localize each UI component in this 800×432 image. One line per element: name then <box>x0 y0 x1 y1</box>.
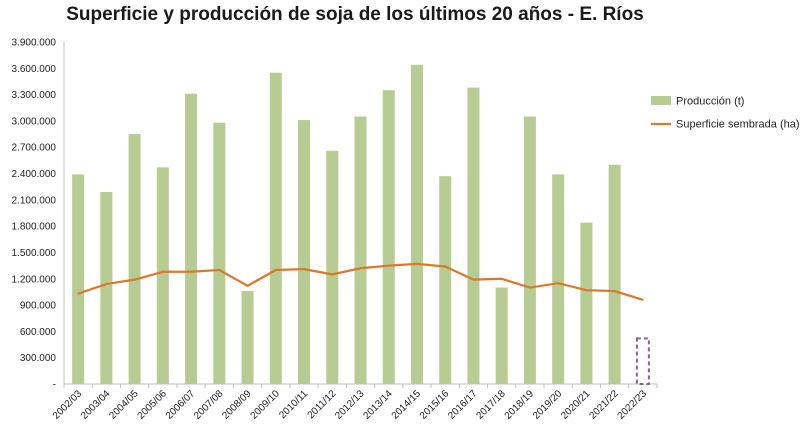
x-tick-label: 2002/03 <box>51 388 85 422</box>
legend-swatch-bar <box>651 96 671 105</box>
x-tick-label: 2020/21 <box>559 388 593 422</box>
bar <box>326 150 339 384</box>
line-point <box>613 290 616 292</box>
bar <box>269 72 282 384</box>
bar <box>128 134 141 384</box>
x-tick-label: 2003/04 <box>79 388 113 422</box>
x-tick-label: 2009/10 <box>249 388 283 422</box>
bar <box>523 116 536 385</box>
line-point <box>642 299 644 301</box>
x-tick-label: 2016/17 <box>446 388 480 422</box>
x-tick-label: 2010/11 <box>277 388 310 421</box>
bar <box>495 287 508 384</box>
line-point <box>77 292 79 295</box>
line-point <box>218 269 221 271</box>
y-tick-label: 3.300.000 <box>12 90 57 101</box>
bar <box>185 93 198 384</box>
x-tick-label: 2005/06 <box>136 388 170 422</box>
y-tick-label: 1.200.000 <box>12 274 57 285</box>
y-tick-label: 3.600.000 <box>12 64 57 75</box>
bar <box>608 164 621 384</box>
y-tick-label: - <box>53 380 56 391</box>
y-tick-label: 2.700.000 <box>12 143 57 154</box>
x-tick-label: 2006/07 <box>164 388 198 422</box>
x-tick-label: 2007/08 <box>192 388 226 422</box>
line-point <box>529 286 531 289</box>
line-point <box>190 270 192 273</box>
y-tick-label: 1.500.000 <box>12 248 57 259</box>
y-tick-label: 600.000 <box>20 327 57 338</box>
legend-label-production: Producción (t) <box>676 96 744 108</box>
bar <box>580 222 593 384</box>
x-tick-label: 2015/16 <box>418 388 452 422</box>
y-tick-label: 2.400.000 <box>12 169 57 180</box>
legend-label-area: Superficie sembrada (ha) <box>676 119 800 131</box>
line-point <box>416 263 418 265</box>
bar <box>552 174 565 384</box>
line-point <box>444 265 447 268</box>
bar <box>354 116 367 385</box>
line-point <box>303 268 305 270</box>
x-tick-label: 2019/20 <box>531 388 565 422</box>
x-tick-label: 2014/15 <box>390 388 424 422</box>
bar <box>72 174 85 384</box>
line-point <box>557 282 559 284</box>
x-tick-label: 2011/12 <box>306 388 339 421</box>
bar <box>156 167 169 384</box>
line-series <box>77 262 644 301</box>
bar <box>100 191 113 384</box>
y-tick-label: 900.000 <box>20 301 57 312</box>
x-tick-label: 2008/09 <box>220 388 254 422</box>
bar <box>298 120 311 385</box>
line-point <box>387 264 390 267</box>
x-tick-label: 2004/05 <box>107 388 141 422</box>
bar <box>241 291 254 384</box>
bar <box>410 64 423 385</box>
line-point <box>133 278 136 281</box>
bar <box>382 90 395 384</box>
line-point <box>585 289 588 291</box>
bar-series <box>72 64 650 385</box>
line-point <box>274 269 277 271</box>
y-tick-label: 1.800.000 <box>12 222 57 233</box>
y-axis: - 300.000 600.000 900.000 1.200.000 1.500.000… <box>12 38 65 391</box>
x-axis: 2002/032003/042004/052005/062006/072007/… <box>51 383 658 422</box>
bar <box>467 87 480 384</box>
x-tick-label: 2012/13 <box>333 388 367 422</box>
bar-estimated <box>635 337 650 385</box>
line-point <box>500 277 503 280</box>
x-tick-label: 2021/22 <box>587 388 621 422</box>
x-tick-label: 2018/19 <box>503 388 537 422</box>
legend: Producción (t) Superficie sembrada (ha) <box>651 96 800 131</box>
line-point <box>359 267 362 270</box>
y-tick-label: 2.100.000 <box>12 195 57 206</box>
x-tick-label: 2022/23 <box>616 388 650 422</box>
bar <box>439 176 452 384</box>
line-point <box>162 270 164 273</box>
bar <box>213 122 226 384</box>
x-tick-label: 2013/14 <box>362 388 396 422</box>
line-point <box>331 273 334 276</box>
x-tick-label: 2017/18 <box>474 388 508 422</box>
line-point <box>472 278 475 281</box>
y-tick-label: 300.000 <box>20 353 57 364</box>
line-point <box>105 283 108 285</box>
line-point <box>246 284 249 287</box>
y-tick-label: 3.900.000 <box>12 38 57 49</box>
y-tick-label: 3.000.000 <box>12 116 57 127</box>
chart-title: Superficie y producción de soja de los ú… <box>66 4 644 25</box>
